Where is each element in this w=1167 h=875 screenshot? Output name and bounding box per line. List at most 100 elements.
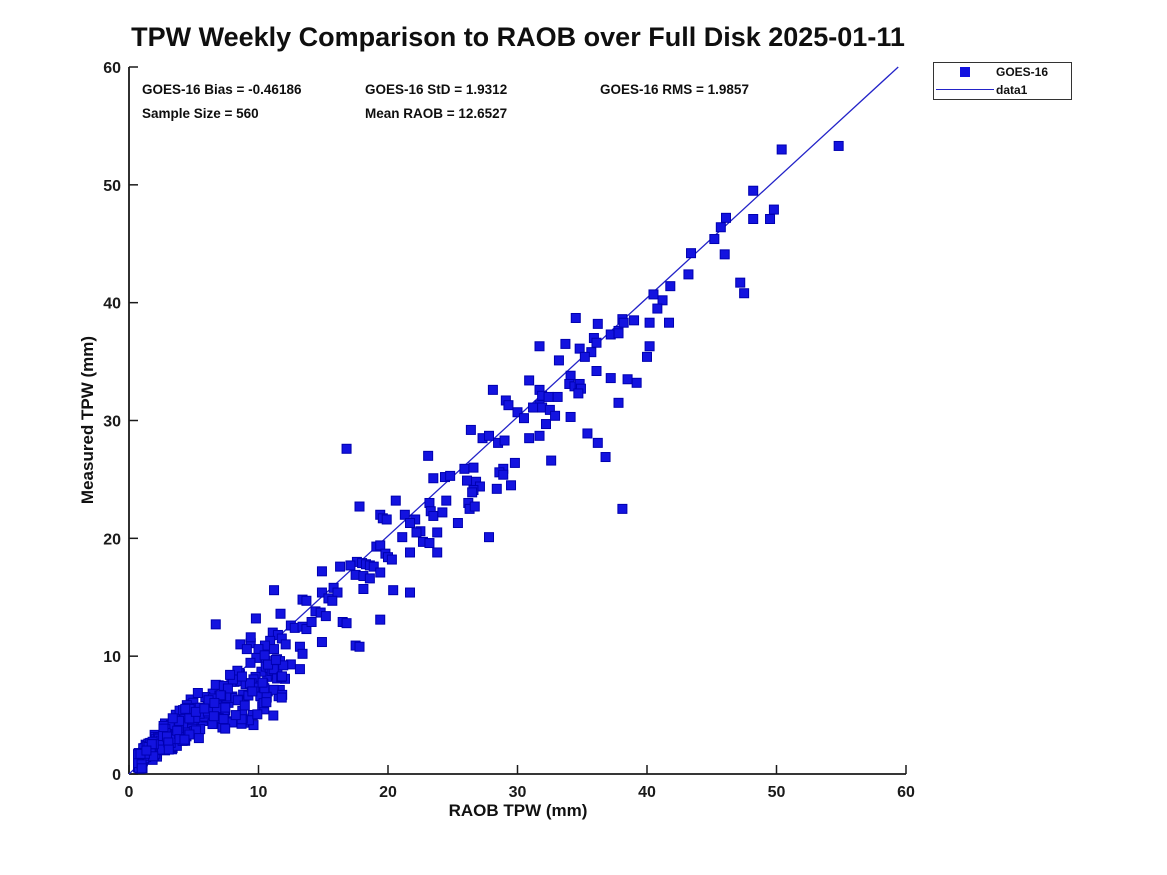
x-tick-label: 0	[125, 784, 134, 801]
data-point-marker	[358, 584, 369, 595]
data-point-marker	[748, 185, 759, 196]
data-point-marker	[259, 650, 270, 661]
data-point-marker	[642, 351, 652, 362]
x-tick-label: 30	[509, 784, 527, 801]
data-point-marker	[222, 683, 233, 694]
data-point-marker	[605, 373, 616, 384]
data-point-marker	[278, 660, 289, 671]
data-point-marker	[184, 713, 195, 724]
data-point-marker	[437, 507, 448, 518]
data-point-marker	[220, 702, 231, 713]
data-point-marker	[524, 375, 535, 386]
data-point-marker	[613, 397, 624, 408]
data-point-marker	[617, 503, 628, 514]
data-point-marker	[424, 538, 435, 549]
fit-line	[128, 66, 899, 775]
data-point-marker	[441, 495, 452, 506]
data-point-marker	[644, 317, 655, 328]
data-point-marker	[715, 222, 726, 233]
data-point-marker	[375, 567, 386, 578]
data-point-marker	[652, 303, 663, 314]
chart-title: TPW Weekly Comparison to RAOB over Full …	[131, 22, 905, 52]
legend-square-marker-icon	[960, 67, 970, 78]
data-point-marker	[294, 664, 305, 675]
data-point-marker	[411, 527, 422, 538]
data-point-marker	[776, 144, 787, 155]
data-point-marker	[739, 288, 750, 299]
stat-bias: GOES-16 Bias = -0.46186	[142, 82, 302, 97]
data-point-marker	[146, 739, 157, 750]
x-tick-label: 40	[638, 784, 656, 801]
data-point-marker	[257, 677, 268, 688]
x-tick-label: 20	[379, 784, 397, 801]
data-point-marker	[629, 315, 640, 326]
data-point-marker	[167, 713, 178, 724]
data-point-marker	[461, 475, 472, 486]
data-point-marker	[316, 566, 327, 577]
data-point-marker	[552, 391, 563, 402]
data-point-marker	[341, 443, 352, 454]
y-axis-label: Measured TPW (mm)	[78, 335, 97, 505]
data-point-marker	[232, 695, 243, 706]
data-point-marker	[491, 483, 502, 494]
data-point-marker	[375, 540, 386, 551]
data-point-marker	[452, 518, 463, 529]
data-point-marker	[565, 370, 576, 381]
data-point-marker	[499, 435, 510, 446]
legend-label-data1: data1	[996, 82, 1028, 97]
data-point-marker	[269, 585, 280, 596]
data-point-marker	[544, 404, 555, 415]
stat-rms: GOES-16 RMS = 1.9857	[600, 82, 749, 97]
data-point-marker	[467, 487, 478, 498]
data-point-marker	[565, 411, 576, 422]
data-point-marker	[574, 343, 585, 354]
data-point-marker	[276, 692, 287, 703]
data-point-marker	[268, 710, 279, 721]
data-point-marker	[648, 289, 659, 300]
data-point-marker	[665, 281, 676, 292]
data-point-marker	[210, 619, 221, 630]
data-point-marker	[179, 734, 190, 745]
y-tick-label: 10	[103, 649, 121, 666]
data-point-marker	[241, 644, 252, 655]
data-point-marker	[136, 763, 147, 774]
data-point-marker	[345, 560, 356, 571]
data-point-marker	[388, 585, 399, 596]
data-point-marker	[591, 337, 602, 348]
data-point-marker	[432, 547, 443, 558]
data-point-marker	[381, 514, 392, 525]
data-point-marker	[301, 624, 312, 635]
legend-item-data1: data1	[934, 81, 1071, 98]
data-point-marker	[327, 595, 338, 606]
x-tick-label: 60	[897, 784, 915, 801]
data-point-marker	[218, 714, 229, 725]
data-point-marker	[301, 595, 312, 606]
data-point-marker	[405, 547, 416, 558]
data-point-marker	[236, 671, 247, 682]
data-point-marker	[208, 711, 219, 722]
data-point-marker	[172, 725, 183, 736]
data-point-marker	[245, 657, 256, 668]
data-point-marker	[543, 391, 554, 402]
legend-label-goes16: GOES-16	[996, 65, 1049, 80]
data-point-marker	[765, 214, 776, 225]
data-point-marker	[215, 690, 226, 701]
legend-box: GOES-16 data1	[933, 62, 1072, 100]
data-point-marker	[468, 462, 479, 473]
data-point-marker	[459, 463, 470, 474]
data-point-marker	[582, 428, 593, 439]
data-point-marker	[720, 212, 731, 223]
y-tick-label: 50	[103, 178, 121, 195]
data-point-marker	[657, 295, 668, 306]
data-point-marker	[487, 384, 498, 395]
data-point-marker	[193, 733, 204, 744]
data-point-marker	[719, 249, 730, 260]
data-point-marker	[252, 709, 263, 720]
x-axis-label: RAOB TPW (mm)	[448, 801, 588, 820]
data-point-marker	[209, 697, 220, 708]
data-point-marker	[484, 430, 495, 441]
legend-item-goes16: GOES-16	[934, 64, 1071, 81]
data-point-marker	[190, 706, 201, 717]
data-point-marker	[709, 234, 720, 245]
